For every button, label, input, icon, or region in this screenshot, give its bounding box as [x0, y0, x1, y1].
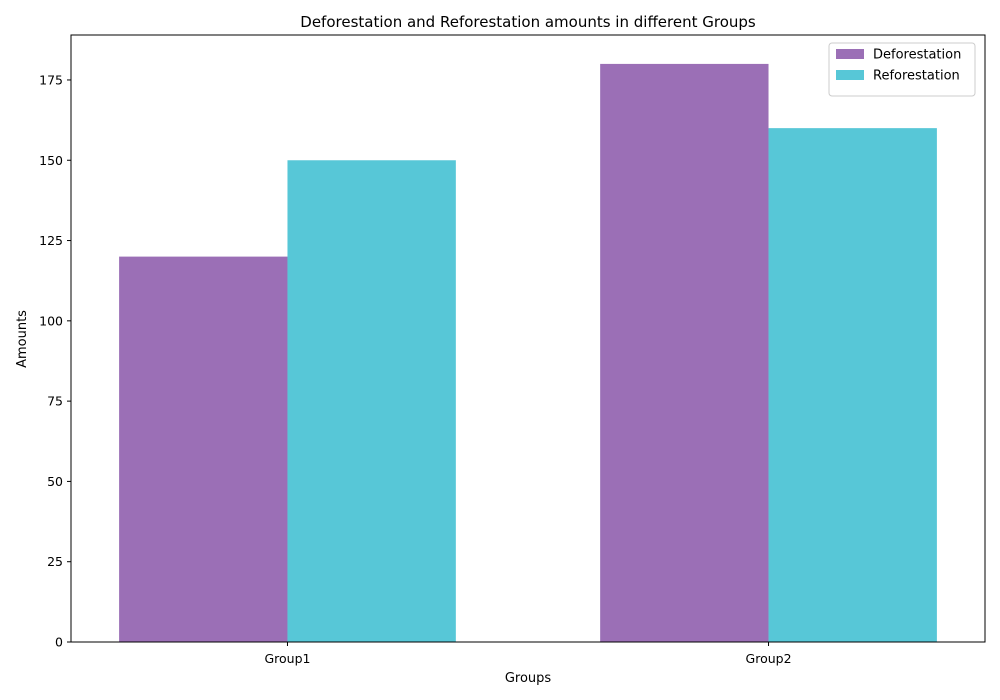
y-axis-label: Amounts	[15, 310, 30, 368]
plot-area	[119, 63, 937, 642]
legend-box	[828, 42, 976, 97]
y-tick-label: 175	[39, 72, 63, 87]
y-tick-label: 25	[47, 554, 63, 569]
x-axis-label: Groups	[505, 671, 552, 686]
bar-reforestation-group1	[287, 160, 456, 642]
bar-reforestation-group2	[768, 128, 937, 642]
x-tick-label: Group2	[746, 651, 792, 666]
chart-title: Deforestation and Reforestation amounts …	[300, 13, 756, 31]
legend-label-reforestation: Reforestation	[873, 69, 960, 84]
bar-deforestation-group2	[600, 63, 769, 642]
y-tick-label: 150	[39, 153, 63, 168]
legend-swatch-reforestation	[836, 70, 864, 80]
legend: Deforestation Reforestation	[828, 42, 976, 97]
y-tick-label: 125	[39, 233, 63, 248]
x-tick-label: Group1	[264, 651, 310, 666]
y-tick-label: 0	[55, 635, 63, 650]
legend-label-deforestation: Deforestation	[873, 48, 961, 63]
axes-frame	[70, 34, 986, 643]
y-tick-label: 50	[47, 474, 63, 489]
y-tick-label: 75	[47, 394, 63, 409]
y-tick-label: 100	[39, 313, 63, 328]
legend-swatch-deforestation	[836, 49, 864, 59]
axes: 0 25 50 75 100 125 150 175 Group1 Group2	[39, 34, 986, 666]
bar-deforestation-group1	[119, 256, 288, 642]
